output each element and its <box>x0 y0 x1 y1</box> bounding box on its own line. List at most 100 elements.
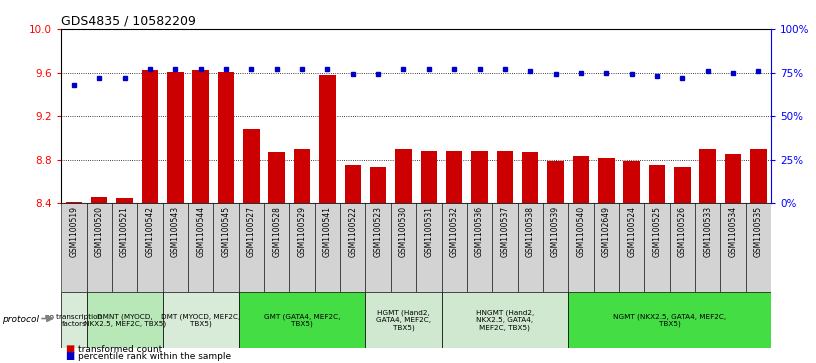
Bar <box>721 203 746 292</box>
Bar <box>315 203 340 292</box>
Text: GMT (GATA4, MEF2C,
TBX5): GMT (GATA4, MEF2C, TBX5) <box>264 313 340 327</box>
Bar <box>264 203 290 292</box>
Bar <box>65 202 82 203</box>
Bar <box>290 203 315 292</box>
Text: GSM1100532: GSM1100532 <box>450 206 459 257</box>
Bar <box>649 165 665 203</box>
Bar <box>319 75 335 203</box>
Text: GSM1102649: GSM1102649 <box>602 206 611 257</box>
Text: ■: ■ <box>65 351 74 361</box>
Bar <box>366 203 391 292</box>
Bar <box>117 198 133 203</box>
Text: GSM1100541: GSM1100541 <box>323 206 332 257</box>
Bar <box>517 203 543 292</box>
Text: GSM1100521: GSM1100521 <box>120 206 129 257</box>
Text: GSM1100525: GSM1100525 <box>653 206 662 257</box>
Bar <box>61 292 86 348</box>
Text: GSM1100538: GSM1100538 <box>526 206 534 257</box>
Bar <box>238 292 366 348</box>
Text: no transcription
factors: no transcription factors <box>46 314 102 327</box>
Bar <box>391 203 416 292</box>
Bar <box>162 203 188 292</box>
Bar <box>344 165 361 203</box>
Text: GSM1100530: GSM1100530 <box>399 206 408 257</box>
Text: DMT (MYOCD, MEF2C,
TBX5): DMT (MYOCD, MEF2C, TBX5) <box>161 313 240 327</box>
Bar <box>218 72 234 203</box>
Text: HNGMT (Hand2,
NKX2.5, GATA4,
MEF2C, TBX5): HNGMT (Hand2, NKX2.5, GATA4, MEF2C, TBX5… <box>476 310 534 331</box>
Text: GSM1100545: GSM1100545 <box>221 206 230 257</box>
Text: GSM1100535: GSM1100535 <box>754 206 763 257</box>
Bar <box>395 149 412 203</box>
Text: GSM1100540: GSM1100540 <box>576 206 585 257</box>
Text: GSM1100543: GSM1100543 <box>171 206 180 257</box>
Bar <box>492 203 517 292</box>
Text: GSM1100519: GSM1100519 <box>69 206 78 257</box>
Bar <box>645 203 670 292</box>
Bar <box>86 203 112 292</box>
Text: GSM1100527: GSM1100527 <box>247 206 256 257</box>
Text: GSM1100537: GSM1100537 <box>500 206 509 257</box>
Bar <box>268 152 285 203</box>
Text: percentile rank within the sample: percentile rank within the sample <box>78 352 232 361</box>
Bar <box>112 203 137 292</box>
Text: GSM1100522: GSM1100522 <box>348 206 357 257</box>
Bar <box>695 203 721 292</box>
Bar <box>593 203 619 292</box>
Text: GSM1100523: GSM1100523 <box>374 206 383 257</box>
Bar <box>623 161 640 203</box>
Bar <box>543 203 568 292</box>
Bar <box>746 203 771 292</box>
Bar <box>497 151 513 203</box>
Bar <box>441 292 568 348</box>
Text: HGMT (Hand2,
GATA4, MEF2C,
TBX5): HGMT (Hand2, GATA4, MEF2C, TBX5) <box>376 310 431 331</box>
Bar <box>699 149 716 203</box>
Bar <box>188 203 213 292</box>
Text: GSM1100528: GSM1100528 <box>273 206 282 257</box>
Text: GSM1100520: GSM1100520 <box>95 206 104 257</box>
Bar <box>142 70 158 203</box>
Bar <box>548 161 564 203</box>
Bar <box>340 203 366 292</box>
Bar <box>750 149 767 203</box>
Bar <box>420 151 437 203</box>
Text: DMNT (MYOCD,
NKX2.5, MEF2C, TBX5): DMNT (MYOCD, NKX2.5, MEF2C, TBX5) <box>83 313 166 327</box>
Bar <box>446 151 463 203</box>
Bar <box>568 292 771 348</box>
Bar <box>238 203 264 292</box>
Bar <box>467 203 492 292</box>
Bar <box>193 70 209 203</box>
Bar <box>568 203 593 292</box>
Text: GSM1100533: GSM1100533 <box>703 206 712 257</box>
Bar <box>670 203 695 292</box>
Text: GSM1100531: GSM1100531 <box>424 206 433 257</box>
Text: GSM1100534: GSM1100534 <box>729 206 738 257</box>
Bar <box>472 151 488 203</box>
Bar <box>243 129 259 203</box>
Bar <box>366 292 441 348</box>
Bar <box>370 167 386 203</box>
Bar <box>522 152 539 203</box>
Bar <box>86 292 162 348</box>
Bar <box>441 203 467 292</box>
Text: protocol: protocol <box>2 315 38 324</box>
Text: GSM1100529: GSM1100529 <box>298 206 307 257</box>
Text: GSM1100524: GSM1100524 <box>628 206 636 257</box>
Bar <box>619 203 645 292</box>
Bar <box>294 149 310 203</box>
Text: ■: ■ <box>65 344 74 354</box>
Text: GSM1100544: GSM1100544 <box>196 206 205 257</box>
Text: GSM1100542: GSM1100542 <box>145 206 154 257</box>
Text: GSM1100526: GSM1100526 <box>678 206 687 257</box>
Bar <box>213 203 238 292</box>
Bar <box>162 292 238 348</box>
Bar <box>725 154 741 203</box>
Bar <box>598 158 614 203</box>
Bar <box>674 167 690 203</box>
Bar <box>91 197 108 203</box>
Bar <box>61 203 86 292</box>
Bar <box>137 203 162 292</box>
Text: NGMT (NKX2.5, GATA4, MEF2C,
TBX5): NGMT (NKX2.5, GATA4, MEF2C, TBX5) <box>613 313 726 327</box>
Text: GSM1100536: GSM1100536 <box>475 206 484 257</box>
Text: transformed count: transformed count <box>78 345 162 354</box>
Bar <box>416 203 441 292</box>
